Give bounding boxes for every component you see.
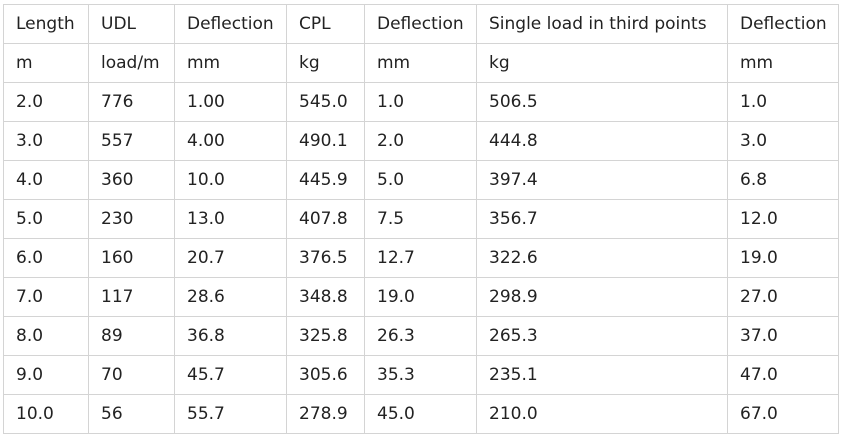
units-row: m load/m mm kg mm kg mm bbox=[3, 43, 839, 83]
cell-length: 9.0 bbox=[3, 355, 89, 395]
table-row: 8.0 89 36.8 325.8 26.3 265.3 37.0 bbox=[3, 316, 839, 356]
cell-single-load: 322.6 bbox=[476, 238, 728, 278]
header-row-cpl: CPL bbox=[286, 4, 365, 44]
table-row: 5.0 230 13.0 407.8 7.5 356.7 12.0 bbox=[3, 199, 839, 239]
cell-single-load: 444.8 bbox=[476, 121, 728, 161]
units-row-cpl: kg bbox=[286, 43, 365, 83]
units-row-udl-deflection: mm bbox=[174, 43, 287, 83]
cell-cpl-deflection: 1.0 bbox=[364, 82, 477, 122]
cell-cpl: 278.9 bbox=[286, 394, 365, 434]
cell-udl: 117 bbox=[88, 277, 175, 317]
cell-length: 4.0 bbox=[3, 160, 89, 200]
cell-cpl: 407.8 bbox=[286, 199, 365, 239]
cell-single-load: 210.0 bbox=[476, 394, 728, 434]
cell-udl-deflection: 10.0 bbox=[174, 160, 287, 200]
cell-length: 6.0 bbox=[3, 238, 89, 278]
cell-udl: 776 bbox=[88, 82, 175, 122]
table-row: 10.0 56 55.7 278.9 45.0 210.0 67.0 bbox=[3, 394, 839, 434]
units-row-single-load-deflection: mm bbox=[727, 43, 839, 83]
cell-udl: 557 bbox=[88, 121, 175, 161]
cell-length: 2.0 bbox=[3, 82, 89, 122]
cell-single-load-deflection: 12.0 bbox=[727, 199, 839, 239]
cell-single-load: 506.5 bbox=[476, 82, 728, 122]
cell-udl-deflection: 1.00 bbox=[174, 82, 287, 122]
table-row: 9.0 70 45.7 305.6 35.3 235.1 47.0 bbox=[3, 355, 839, 395]
cell-cpl-deflection: 5.0 bbox=[364, 160, 477, 200]
cell-cpl-deflection: 35.3 bbox=[364, 355, 477, 395]
load-deflection-table: Length UDL Deflection CPL Deflection Single l… bbox=[3, 4, 839, 434]
cell-cpl: 325.8 bbox=[286, 316, 365, 356]
cell-cpl-deflection: 2.0 bbox=[364, 121, 477, 161]
cell-single-load-deflection: 3.0 bbox=[727, 121, 839, 161]
cell-single-load-deflection: 19.0 bbox=[727, 238, 839, 278]
cell-cpl-deflection: 19.0 bbox=[364, 277, 477, 317]
table-row: 4.0 360 10.0 445.9 5.0 397.4 6.8 bbox=[3, 160, 839, 200]
cell-single-load-deflection: 6.8 bbox=[727, 160, 839, 200]
cell-single-load: 298.9 bbox=[476, 277, 728, 317]
cell-single-load: 235.1 bbox=[476, 355, 728, 395]
table-row: 7.0 117 28.6 348.8 19.0 298.9 27.0 bbox=[3, 277, 839, 317]
header-row-length: Length bbox=[3, 4, 89, 44]
header-row-udl-deflection: Deflection bbox=[174, 4, 287, 44]
cell-single-load: 356.7 bbox=[476, 199, 728, 239]
units-row-udl: load/m bbox=[88, 43, 175, 83]
cell-length: 3.0 bbox=[3, 121, 89, 161]
cell-cpl: 305.6 bbox=[286, 355, 365, 395]
table-body: Length UDL Deflection CPL Deflection Single l… bbox=[3, 4, 839, 434]
header-row-cpl-deflection: Deflection bbox=[364, 4, 477, 44]
header-row-udl: UDL bbox=[88, 4, 175, 44]
cell-udl-deflection: 4.00 bbox=[174, 121, 287, 161]
cell-single-load-deflection: 47.0 bbox=[727, 355, 839, 395]
cell-cpl-deflection: 45.0 bbox=[364, 394, 477, 434]
cell-udl: 56 bbox=[88, 394, 175, 434]
header-row: Length UDL Deflection CPL Deflection Single l… bbox=[3, 4, 839, 44]
cell-udl-deflection: 45.7 bbox=[174, 355, 287, 395]
cell-single-load-deflection: 37.0 bbox=[727, 316, 839, 356]
cell-cpl: 376.5 bbox=[286, 238, 365, 278]
cell-udl: 160 bbox=[88, 238, 175, 278]
cell-udl: 230 bbox=[88, 199, 175, 239]
cell-udl-deflection: 55.7 bbox=[174, 394, 287, 434]
units-row-single-load: kg bbox=[476, 43, 728, 83]
cell-cpl-deflection: 12.7 bbox=[364, 238, 477, 278]
units-row-cpl-deflection: mm bbox=[364, 43, 477, 83]
cell-single-load: 265.3 bbox=[476, 316, 728, 356]
table-row: 2.0 776 1.00 545.0 1.0 506.5 1.0 bbox=[3, 82, 839, 122]
cell-length: 7.0 bbox=[3, 277, 89, 317]
cell-udl: 70 bbox=[88, 355, 175, 395]
cell-udl-deflection: 13.0 bbox=[174, 199, 287, 239]
table-row: 6.0 160 20.7 376.5 12.7 322.6 19.0 bbox=[3, 238, 839, 278]
cell-length: 10.0 bbox=[3, 394, 89, 434]
cell-single-load-deflection: 1.0 bbox=[727, 82, 839, 122]
cell-single-load-deflection: 27.0 bbox=[727, 277, 839, 317]
header-row-single-load: Single load in third points bbox=[476, 4, 728, 44]
cell-udl-deflection: 36.8 bbox=[174, 316, 287, 356]
cell-single-load: 397.4 bbox=[476, 160, 728, 200]
cell-cpl: 348.8 bbox=[286, 277, 365, 317]
cell-cpl: 545.0 bbox=[286, 82, 365, 122]
cell-cpl-deflection: 26.3 bbox=[364, 316, 477, 356]
table-row: 3.0 557 4.00 490.1 2.0 444.8 3.0 bbox=[3, 121, 839, 161]
header-row-single-load-deflection: Deflection bbox=[727, 4, 839, 44]
cell-length: 8.0 bbox=[3, 316, 89, 356]
units-row-length: m bbox=[3, 43, 89, 83]
cell-cpl: 490.1 bbox=[286, 121, 365, 161]
cell-udl-deflection: 28.6 bbox=[174, 277, 287, 317]
cell-udl: 360 bbox=[88, 160, 175, 200]
cell-length: 5.0 bbox=[3, 199, 89, 239]
cell-udl-deflection: 20.7 bbox=[174, 238, 287, 278]
cell-single-load-deflection: 67.0 bbox=[727, 394, 839, 434]
cell-udl: 89 bbox=[88, 316, 175, 356]
cell-cpl-deflection: 7.5 bbox=[364, 199, 477, 239]
cell-cpl: 445.9 bbox=[286, 160, 365, 200]
